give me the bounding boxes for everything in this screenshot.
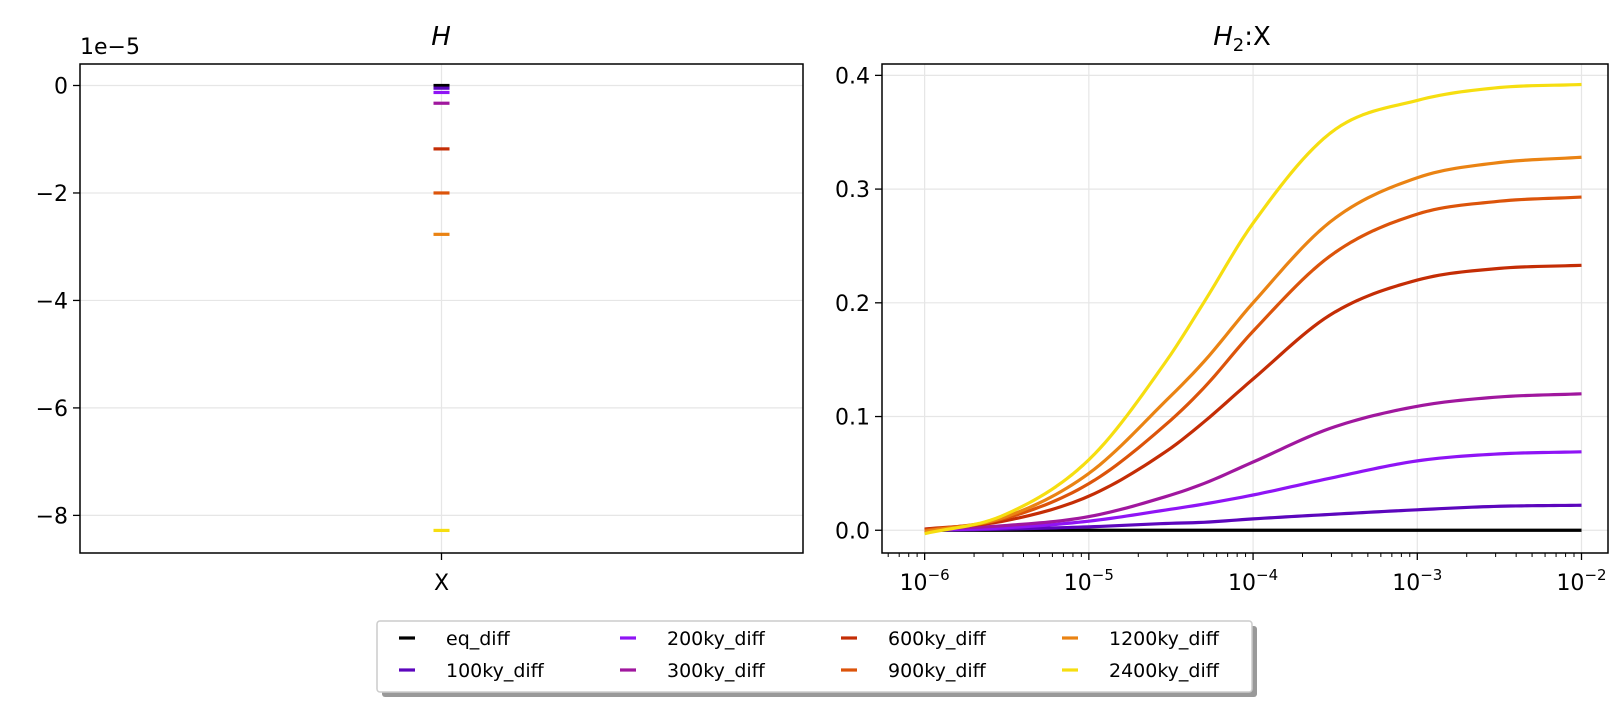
legend-item: 1200ky_diff: [1062, 628, 1220, 650]
right-y-ticks: 0.0 0.1 0.2 0.3 0.4: [835, 64, 882, 544]
right-line-900ky_diff: [924, 195, 1582, 532]
legend-items: eq_diff 100ky_diff 200ky_diff 300ky_diff 600…: [399, 628, 1220, 682]
left-y-tick-label: −4: [36, 289, 68, 314]
right-x-tick-label: 10−6: [900, 566, 950, 596]
legend-label: eq_diff: [446, 628, 511, 650]
left-markers: [433, 83, 450, 533]
left-panel: H 1e−5 0 −2 −4 −6 −8 X: [36, 22, 804, 596]
legend-label: 2400ky_diff: [1109, 660, 1220, 682]
legend-item: eq_diff: [399, 628, 511, 650]
legend-label: 900ky_diff: [888, 660, 987, 682]
right-y-tick-label: 0.1: [835, 406, 870, 431]
legend-label: 300ky_diff: [667, 660, 766, 682]
legend-label: 600ky_diff: [888, 628, 987, 650]
left-grid: [80, 64, 803, 553]
left-title: H: [431, 22, 451, 52]
right-y-tick-label: 0.0: [835, 519, 870, 544]
legend-label: 200ky_diff: [667, 628, 766, 650]
left-y-tick-label: 0: [54, 74, 68, 99]
left-y-offset-label: 1e−5: [80, 35, 140, 60]
right-line-300ky_diff: [924, 392, 1582, 531]
legend-label: 100ky_diff: [446, 660, 545, 682]
left-x-ticks: X: [434, 553, 449, 596]
left-plot-frame: [79, 63, 804, 554]
left-y-tick-label: −8: [36, 504, 68, 529]
right-line-2400ky_diff: [924, 82, 1582, 536]
right-line-600ky_diff: [924, 263, 1582, 531]
right-title-suffix: :X: [1244, 22, 1271, 52]
right-x-tick-label: 10−5: [1064, 566, 1114, 596]
legend: eq_diff 100ky_diff 200ky_diff 300ky_diff 600…: [376, 620, 1257, 697]
legend-label: 1200ky_diff: [1109, 628, 1220, 650]
legend-item: 200ky_diff: [620, 628, 766, 650]
right-line-100ky_diff: [924, 503, 1582, 532]
legend-box: [376, 620, 1253, 693]
legend-item: 600ky_diff: [841, 628, 987, 650]
right-lines: [924, 82, 1582, 536]
right-x-tick-label: 10−2: [1556, 566, 1606, 596]
right-line-200ky_diff: [924, 450, 1582, 532]
right-title: H2:X: [1213, 22, 1271, 56]
legend-item: 100ky_diff: [399, 660, 545, 682]
left-y-tick-label: −2: [36, 182, 68, 207]
left-y-tick-label: −6: [36, 397, 68, 422]
right-title-subscript: 2: [1233, 35, 1244, 56]
right-plot-frame: [881, 63, 1609, 554]
left-y-ticks: 0 −2 −4 −6 −8: [36, 74, 80, 529]
right-panel: H2:X 0.00.10.20.30.4 10−6 10−5 10−4 10−3 10−…: [835, 22, 1609, 596]
legend-item: 300ky_diff: [620, 660, 766, 682]
right-y-tick-label: 0.4: [835, 64, 870, 89]
legend-item: 2400ky_diff: [1062, 660, 1220, 682]
left-x-tick-label: X: [434, 571, 449, 596]
right-grid: [882, 64, 1608, 553]
right-x-tick-label: 10−3: [1392, 566, 1442, 596]
right-y-tick-label: 0.2: [835, 292, 870, 317]
right-title-main: H: [1213, 22, 1233, 52]
right-x-tick-label: 10−4: [1228, 566, 1278, 596]
right-x-ticks: 10−6 10−5 10−4 10−3 10−2: [887, 553, 1607, 596]
right-y-tick-label: 0.3: [835, 178, 870, 203]
legend-item: 900ky_diff: [841, 660, 987, 682]
right-line-1200ky_diff: [924, 155, 1582, 533]
